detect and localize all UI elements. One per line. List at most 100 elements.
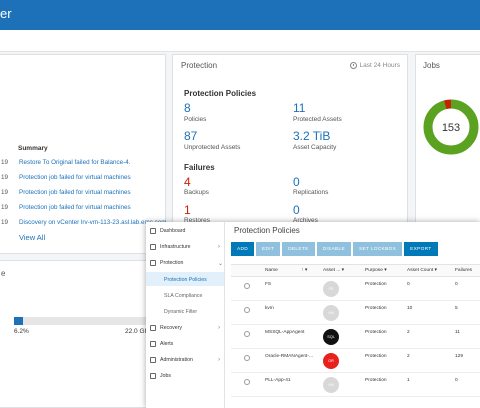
view-all-link[interactable]: View All [19,233,46,242]
activity-date: 19 [1,204,9,211]
policy-purpose: Protection [365,306,387,311]
table-row[interactable]: PLL-App-41 VM Protection 1 0 [231,373,480,397]
chevron-right-icon: › [218,325,220,331]
delete-button[interactable]: DELETE [282,242,315,256]
alerts-icon [150,341,156,347]
unprotected-assets-count[interactable]: 87 [184,129,198,143]
column-asset[interactable]: Asset ... ▾ [323,268,344,273]
row-select-radio[interactable] [244,331,250,337]
nav-infrastructure[interactable]: Infrastructure › [150,244,224,250]
time-range-selector[interactable]: Last 24 Hours [349,62,400,69]
activity-link[interactable]: Protection job failed for virtual machin… [19,204,131,211]
policy-failures: 0 [455,378,458,383]
replication-failures-label: Replications [293,189,329,196]
column-label: Asset Count [407,268,434,273]
infrastructure-icon [150,244,156,250]
protected-assets-count[interactable]: 11 [293,101,306,115]
policy-name[interactable]: FS [265,282,272,287]
policy-asset-count: 0 [407,282,410,287]
storage-card-title: e [1,269,6,278]
storage-total: 22.0 GI [125,328,147,335]
policy-name[interactable]: MSSQL-AppAgent [265,330,305,335]
column-name[interactable]: Name ↑ ▾ [265,268,307,273]
archive-failures-label: Archives [293,217,318,224]
policies-section-title: Protection Policies [184,89,257,98]
policy-asset-count: 2 [407,330,410,335]
protected-assets-label: Protected Assets [293,116,342,123]
activity-link[interactable]: Restore To Original failed for Balance-4… [19,159,131,166]
nav-active-highlight [146,272,224,286]
column-label: Name [265,268,278,273]
nav-label: Dashboard [160,228,186,234]
policy-failures: 0 [455,282,458,287]
protection-card: Protection Last 24 Hours Protection Poli… [172,54,408,224]
nav-protection-policies[interactable]: Protection Policies [164,277,207,283]
activity-date: 19 [1,219,9,226]
failures-section-title: Failures [184,163,215,172]
activity-date: 19 [1,159,9,166]
chevron-right-icon: › [218,357,220,363]
policy-asset-count: 10 [407,306,413,311]
nav-dynamic-filter[interactable]: Dynamic Filter [164,309,197,315]
row-select-radio[interactable] [244,379,250,385]
policy-purpose: Protection [365,378,387,383]
policy-purpose: Protection [365,282,387,287]
table-row[interactable]: kvm VM Protection 10 5 [231,301,480,325]
storage-used-percent: 6.2% [14,328,29,335]
nav-alerts[interactable]: Alerts [150,341,173,347]
app-header: er [0,0,480,30]
policy-failures: 11 [455,330,460,335]
asset-type-badge: FS [323,281,339,297]
row-select-radio[interactable] [244,307,250,313]
archive-failures-count[interactable]: 0 [293,203,300,217]
policy-asset-count: 1 [407,378,410,383]
edit-button[interactable]: EDIT [256,242,281,256]
set-lockbox-button[interactable]: SET LOCKBOX [353,242,403,256]
policy-name[interactable]: Oracle-RMANAgent-... [265,354,313,359]
activity-link[interactable]: Protection job failed for virtual machin… [19,189,131,196]
nav-recovery[interactable]: Recovery › [150,325,224,331]
column-label: Failures [455,268,473,273]
jobs-card: Jobs 153 [415,54,480,224]
nav-dashboard[interactable]: Dashboard [150,228,185,234]
table-row[interactable]: Oracle-RMANAgent-... OR Protection 2 129 [231,349,480,373]
export-button[interactable]: EXPORT [404,242,438,256]
policy-name[interactable]: PLL-App-41 [265,378,291,383]
nav-protection[interactable]: Protection ⌄ [150,260,224,267]
policies-count[interactable]: 8 [184,101,191,115]
time-range-label: Last 24 Hours [359,62,400,69]
replication-failures-count[interactable]: 0 [293,175,300,189]
restore-failures-count[interactable]: 1 [184,203,191,217]
nav-sla-compliance[interactable]: SLA Compliance [164,293,202,299]
protection-card-title: Protection [181,61,218,70]
nav-jobs[interactable]: Jobs [150,373,171,379]
nav-label: Infrastructure [160,244,191,250]
row-select-radio[interactable] [244,355,250,361]
table-row[interactable]: MSSQL-AppAgent SQL Protection 2 11 [231,325,480,349]
backup-failures-count[interactable]: 4 [184,175,191,189]
jobs-card-title: Jobs [423,61,440,70]
jobs-total: 153 [442,122,460,134]
asset-type-badge: SQL [323,329,339,345]
nav-label: Protection Policies [164,277,207,283]
column-purpose[interactable]: Purpose ▾ [365,268,387,273]
unprotected-assets-label: Unprotected Assets [184,144,241,151]
disable-button[interactable]: DISABLE [316,242,352,256]
row-select-radio[interactable] [244,283,250,289]
column-failures[interactable]: Failures [455,268,472,273]
table-row[interactable]: FS FS Protection 0 0 [231,277,480,301]
column-asset-count[interactable]: Asset Count ▾ [407,268,437,273]
add-button[interactable]: ADD [231,242,255,256]
jobs-donut-chart[interactable]: 153 [421,97,480,162]
nav-label: SLA Compliance [164,293,203,299]
asset-type-badge: VM [323,305,339,321]
policy-name[interactable]: kvm [265,306,274,311]
nav-administration[interactable]: Administration › [150,357,224,363]
activity-link[interactable]: Protection job failed for virtual machin… [19,174,131,181]
policy-failures: 129 [455,354,464,359]
page-title: Protection Policies [234,226,300,235]
asset-capacity-label: Asset Capacity [293,144,337,151]
activity-link[interactable]: Discovery on vCenter lrv-vm-113-23.asl.l… [19,219,172,226]
app-title: er [0,6,12,21]
nav-label: Alerts [160,341,174,347]
